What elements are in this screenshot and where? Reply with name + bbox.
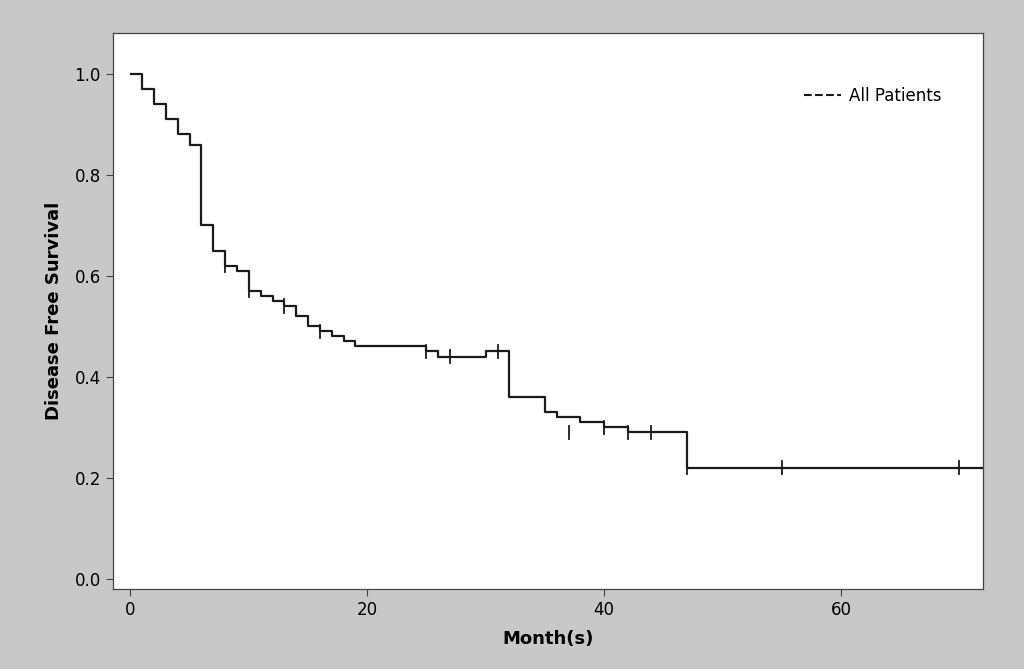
X-axis label: Month(s): Month(s) (502, 630, 594, 648)
Y-axis label: Disease Free Survival: Disease Free Survival (45, 202, 63, 420)
Legend: All Patients: All Patients (798, 81, 948, 112)
